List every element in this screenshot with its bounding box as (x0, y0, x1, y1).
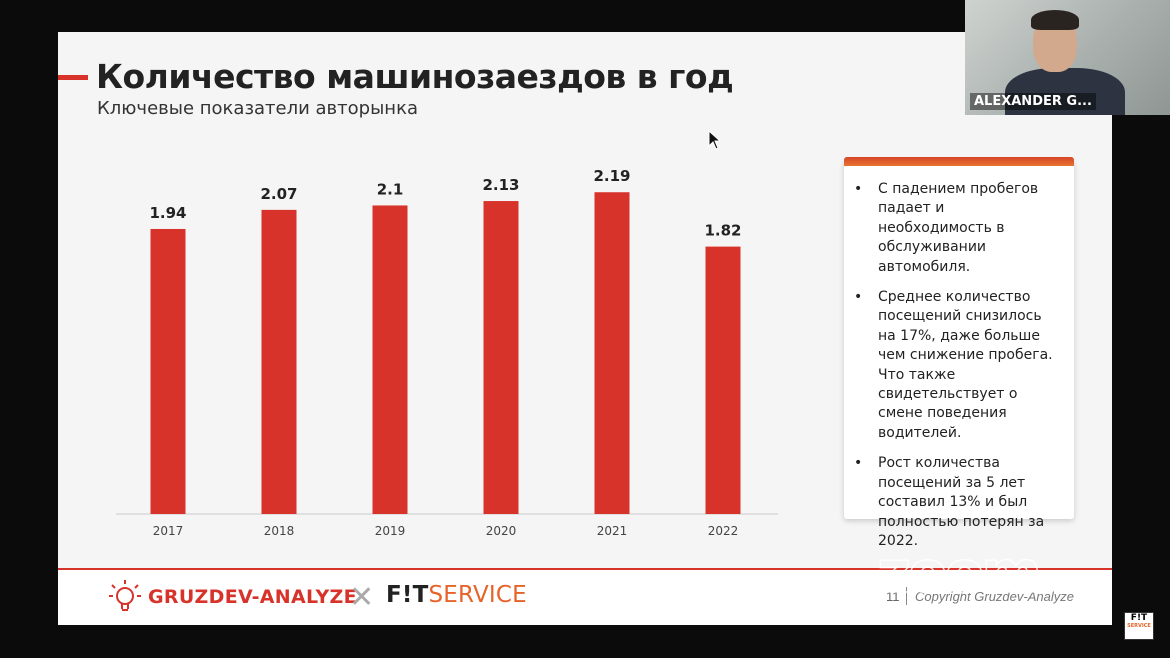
participant-body (1005, 68, 1125, 115)
bar-2021 (594, 192, 630, 514)
bar-2017 (150, 228, 186, 514)
lightbulb-icon (109, 580, 141, 611)
x-tick-2018: 2018 (264, 524, 295, 538)
bullet-icon: • (854, 181, 863, 197)
notes-panel-accent (844, 157, 1074, 166)
x-tick-2021: 2021 (597, 524, 628, 538)
data-label-2021: 2.19 (593, 167, 630, 185)
x-tick-2022: 2022 (708, 524, 739, 538)
fitservice-badge: F!T SERVICE (1124, 612, 1154, 640)
participant-video-tile[interactable]: ALEXANDER G... (965, 0, 1170, 115)
notes-panel: • С падением пробегов падает и необходимо… (844, 157, 1074, 549)
participant-name: ALEXANDER G... (970, 93, 1096, 110)
data-label-2019: 2.1 (377, 180, 404, 198)
footer-separator (906, 587, 907, 605)
bar-2020 (483, 201, 519, 515)
gruzdev-logo: GRUZDEV-ANALYZE (108, 579, 357, 615)
data-label-2020: 2.13 (482, 176, 519, 194)
participant-hair (1031, 10, 1079, 30)
mouse-cursor-icon (708, 130, 722, 150)
footer-divider (58, 568, 1112, 570)
note-item: • С падением пробегов падает и необходимо… (854, 181, 1039, 275)
note-item: • Рост количества посещений за 5 лет сост… (854, 455, 1045, 549)
x-tick-2019: 2019 (375, 524, 406, 538)
data-label-2022: 1.82 (704, 222, 741, 240)
note-item: • Среднее количество посещений снизилось … (854, 289, 1053, 441)
bullet-icon: • (854, 289, 863, 306)
x-tick-2017: 2017 (153, 524, 184, 538)
slide-footer: GRUZDEV-ANALYZE ✕ F!TSERVICE 11 Copyrigh… (58, 570, 1112, 625)
bar-2018 (261, 209, 297, 514)
data-label-2018: 2.07 (260, 185, 297, 203)
x-tick-2020: 2020 (486, 524, 517, 538)
bar-2019 (372, 205, 408, 514)
fitservice-logo: F!TSERVICE (386, 582, 527, 608)
presentation-slide: Количество машинозаездов в год Ключевые … (58, 32, 1112, 625)
cross-icon: ✕ (349, 581, 375, 614)
data-label-2017: 1.94 (149, 204, 186, 222)
bar-chart: 1.94 2017 2.07 2018 2.1 2019 2.13 2020 2.19 2021 1… (116, 167, 778, 538)
bar-2022 (705, 246, 741, 514)
page-number: 11 (886, 589, 900, 604)
notes-list: • С падением пробегов падает и необходимо… (844, 160, 1074, 551)
copyright-text: Copyright Gruzdev-Analyze (915, 589, 1074, 604)
slide-title: Количество машинозаездов в год (96, 57, 734, 96)
bullet-icon: • (854, 455, 863, 472)
zoom-watermark: zoom (876, 537, 1042, 607)
slide-subtitle: Ключевые показатели авторынка (97, 98, 418, 119)
title-accent-bar (58, 75, 88, 80)
